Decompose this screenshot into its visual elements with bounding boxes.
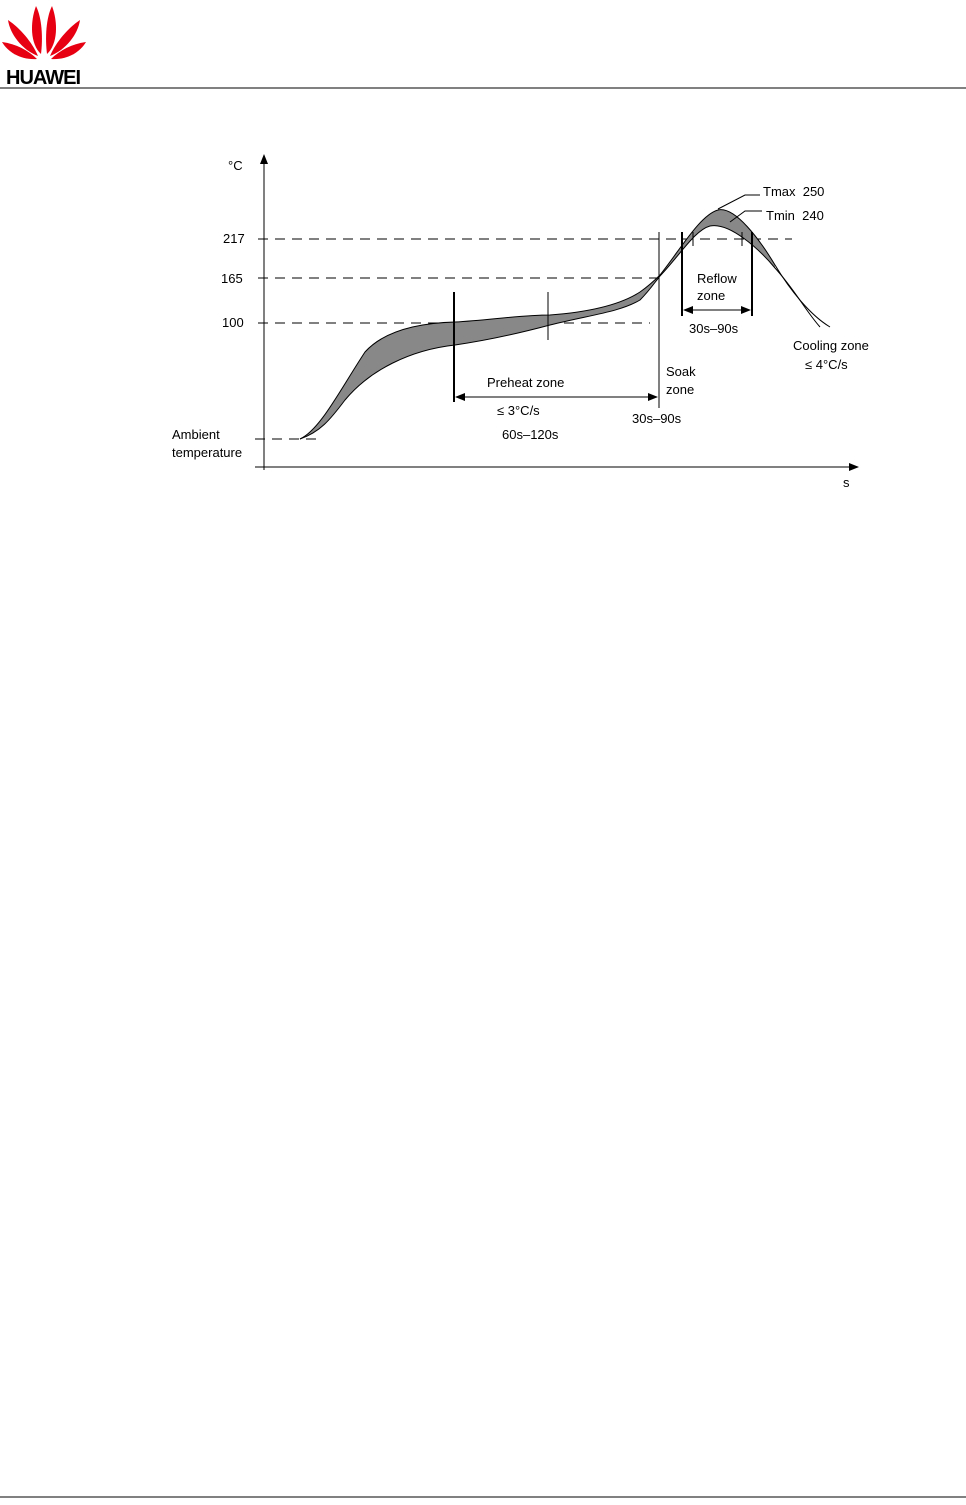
tmin-label: Tmin 240	[766, 208, 824, 223]
tmax-label: Tmax 250	[763, 184, 824, 199]
soak-title: Soak	[666, 364, 696, 379]
level-label: 217	[223, 231, 245, 246]
reflow-title: Reflow	[697, 271, 737, 286]
reflow-time: 30s–90s	[689, 321, 739, 336]
profile-band	[660, 209, 775, 276]
upper-profile	[299, 209, 831, 440]
x-unit: s	[843, 475, 850, 490]
preheat-time: 60s–120s	[502, 427, 559, 442]
cooling-title: Cooling zone	[793, 338, 869, 353]
lower-profile	[299, 225, 821, 440]
tmax-leader	[717, 194, 760, 210]
preheat-rate: ≤ 3°C/s	[497, 403, 540, 418]
soak-title: zone	[666, 382, 694, 397]
soak-time: 30s–90s	[632, 411, 682, 426]
profile-band	[300, 275, 660, 439]
level-label: 165	[221, 271, 243, 286]
ambient-label: Ambient	[172, 427, 220, 442]
logo-text: HUAWEI	[6, 67, 80, 89]
preheat-title: Preheat zone	[487, 375, 564, 390]
reflow-title: zone	[697, 288, 725, 303]
level-label: 100	[222, 315, 244, 330]
reflow-diagram: °C 217 165 100 Ambient temperature s Tma…	[172, 154, 869, 490]
logo: HUAWEI	[2, 6, 86, 89]
cooling-rate: ≤ 4°C/s	[805, 357, 848, 372]
tmin-leader	[729, 210, 762, 223]
ambient-label: temperature	[172, 445, 242, 460]
y-unit: °C	[228, 158, 243, 173]
